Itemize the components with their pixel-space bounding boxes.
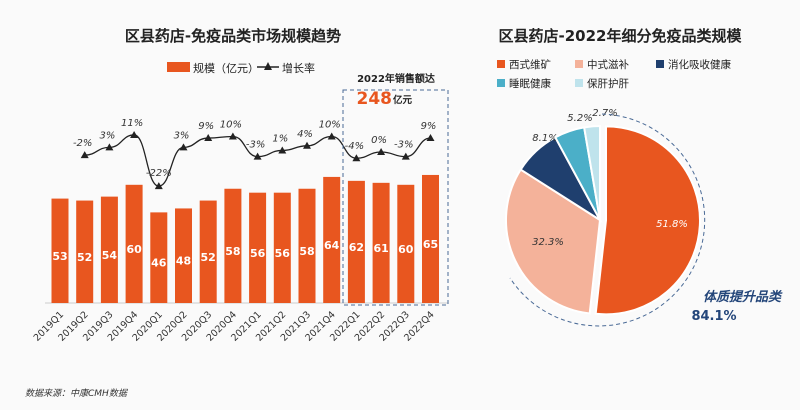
- growth-rate-label: -22%: [146, 168, 172, 179]
- growth-point-marker: [228, 132, 237, 140]
- bar-2020Q2: [175, 208, 192, 303]
- pie-slice-label: 51.8%: [656, 219, 688, 230]
- legend-swatch-2: [656, 60, 664, 68]
- bar-value-label: 46: [151, 257, 167, 270]
- growth-point-marker: [401, 152, 410, 160]
- growth-point-marker: [327, 132, 336, 140]
- legend-label: 中式滋补: [587, 58, 629, 71]
- legend-label: 消化吸收健康: [668, 58, 731, 71]
- bar-value-label: 62: [349, 241, 364, 254]
- growth-point-marker: [426, 134, 435, 142]
- legend-label: 睡眠健康: [509, 77, 551, 90]
- bar-value-label: 56: [275, 247, 291, 260]
- growth-point-marker: [352, 154, 361, 162]
- growth-point-marker: [303, 141, 311, 149]
- bar-2022Q3: [397, 184, 415, 303]
- bar-2022Q1: [347, 180, 365, 303]
- growth-rate-label: 11%: [121, 118, 143, 129]
- bar-value-label: 54: [102, 249, 118, 262]
- bar-2019Q4: [125, 184, 143, 303]
- growth-rate-label: -3%: [246, 140, 265, 151]
- legend-swatch-4: [575, 79, 583, 87]
- growth-rate-label: 0%: [371, 135, 387, 146]
- bar-value-label: 56: [250, 247, 266, 260]
- pie-slice-label: 32.3%: [532, 237, 564, 248]
- bar-value-label: 64: [324, 239, 340, 252]
- annotation-unit: 亿元: [393, 94, 413, 106]
- bar-2021Q3: [298, 188, 316, 303]
- growth-point-marker: [253, 152, 262, 160]
- callout-value: 84.1%: [691, 309, 736, 324]
- pie-slice-label: 2.7%: [592, 108, 617, 119]
- highlight-2022-box: [342, 89, 449, 306]
- bar-value-label: 52: [201, 251, 216, 264]
- growth-rate-label: -2%: [73, 138, 92, 149]
- bar-value-label: 48: [176, 255, 191, 268]
- growth-rate-label: -4%: [345, 141, 364, 152]
- growth-rate-label: -3%: [394, 140, 413, 151]
- growth-rate-label: 1%: [272, 133, 288, 144]
- growth-point-marker: [278, 146, 287, 154]
- data-source-note: 数据来源：中康CMH数据: [25, 388, 129, 399]
- bar-2022Q4: [422, 174, 439, 303]
- growth-rate-label: 9%: [198, 121, 214, 132]
- growth-rate-label: 4%: [297, 129, 313, 140]
- bar-value-label: 53: [52, 250, 67, 263]
- growth-point-marker: [130, 130, 139, 138]
- annotation-value: 248: [357, 89, 393, 109]
- bar-value-label: 52: [77, 251, 92, 264]
- bar-2019Q3: [100, 196, 118, 303]
- bar-chart-title: 区县药店-免疫品类市场规模趋势: [125, 27, 341, 45]
- pie-slice-label: 8.1%: [532, 133, 557, 144]
- growth-rate-label: 10%: [220, 120, 242, 131]
- bar-2019Q1: [51, 198, 69, 303]
- legend-triangle-icon: [264, 62, 272, 70]
- bar-value-label: 61: [373, 242, 388, 255]
- legend-swatch-0: [497, 60, 505, 68]
- growth-point-marker: [80, 151, 89, 159]
- bar-2020Q1: [150, 212, 168, 303]
- pie-chart-title: 区县药店-2022年细分免疫品类规模: [499, 27, 743, 45]
- growth-point-marker: [105, 143, 114, 151]
- growth-rate-label: 3%: [99, 130, 115, 141]
- legend-bar-swatch: [167, 62, 190, 72]
- bar-value-label: 58: [299, 245, 314, 258]
- growth-point-marker: [204, 134, 213, 142]
- growth-rate-label: 3%: [174, 130, 190, 141]
- pie-slice-0: [594, 125, 701, 316]
- legend-label: 西式维矿: [509, 58, 551, 71]
- growth-point-marker: [179, 143, 188, 151]
- legend-line-label: 增长率: [282, 61, 315, 75]
- bar-2022Q2: [372, 182, 390, 303]
- bar-2021Q1: [249, 192, 267, 303]
- callout-text: 体质提升品类: [703, 289, 783, 305]
- bar-value-label: 60: [398, 243, 414, 256]
- highlight-arc: [509, 113, 706, 327]
- bar-2020Q3: [199, 200, 217, 303]
- pie-slice-4: [582, 124, 601, 221]
- growth-rate-label: 9%: [421, 121, 437, 132]
- growth-rate-label: 10%: [319, 120, 341, 131]
- growth-point-marker: [154, 182, 163, 190]
- growth-point-marker: [377, 148, 386, 155]
- bar-2021Q4: [323, 176, 341, 303]
- pie-slice-label: 5.2%: [567, 113, 592, 124]
- bar-2019Q2: [76, 200, 94, 303]
- legend-swatch-3: [497, 79, 505, 87]
- bar-value-label: 65: [423, 238, 438, 251]
- annotation-text: 2022年销售额达: [357, 72, 435, 85]
- bar-value-label: 60: [126, 243, 142, 256]
- legend-bar-label: 规模（亿元）: [193, 61, 259, 75]
- bar-2021Q2: [273, 192, 291, 303]
- bar-2020Q4: [224, 188, 242, 303]
- legend-swatch-1: [575, 60, 583, 68]
- legend-label: 保肝护肝: [587, 77, 629, 90]
- bar-value-label: 58: [225, 245, 240, 258]
